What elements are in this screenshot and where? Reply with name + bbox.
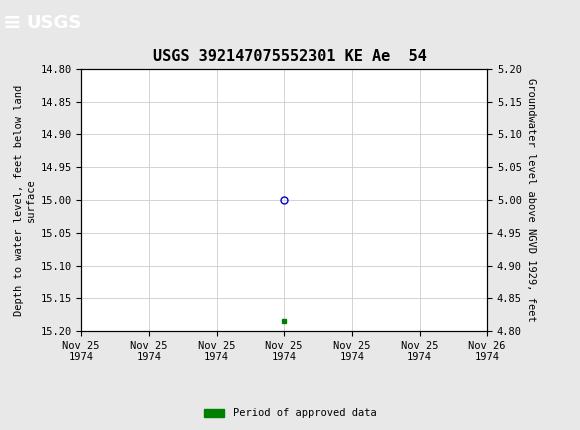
Text: USGS: USGS	[26, 14, 81, 31]
Legend: Period of approved data: Period of approved data	[200, 404, 380, 423]
Text: ≡: ≡	[3, 12, 21, 33]
Y-axis label: Depth to water level, feet below land
surface: Depth to water level, feet below land su…	[14, 84, 36, 316]
Text: USGS 392147075552301 KE Ae  54: USGS 392147075552301 KE Ae 54	[153, 49, 427, 64]
Y-axis label: Groundwater level above NGVD 1929, feet: Groundwater level above NGVD 1929, feet	[526, 78, 536, 322]
